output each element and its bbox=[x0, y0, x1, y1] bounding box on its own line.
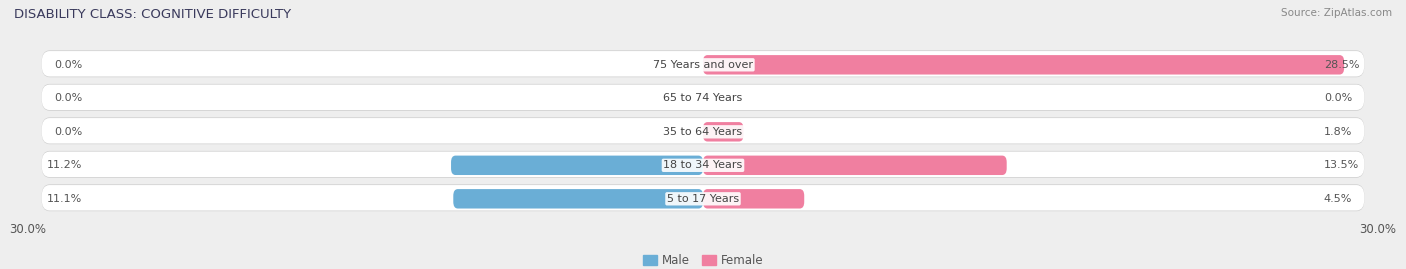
Text: 28.5%: 28.5% bbox=[1324, 60, 1360, 70]
FancyBboxPatch shape bbox=[42, 151, 1364, 177]
FancyBboxPatch shape bbox=[42, 84, 1364, 110]
FancyBboxPatch shape bbox=[703, 155, 1007, 175]
Text: 75 Years and over: 75 Years and over bbox=[652, 60, 754, 70]
FancyBboxPatch shape bbox=[42, 185, 1364, 211]
Text: 11.2%: 11.2% bbox=[46, 160, 82, 170]
Text: 0.0%: 0.0% bbox=[1324, 93, 1353, 103]
FancyBboxPatch shape bbox=[42, 84, 1364, 111]
Text: 1.8%: 1.8% bbox=[1324, 127, 1353, 137]
Text: 11.1%: 11.1% bbox=[46, 194, 82, 204]
Legend: Male, Female: Male, Female bbox=[638, 249, 768, 269]
FancyBboxPatch shape bbox=[42, 118, 1364, 144]
FancyBboxPatch shape bbox=[703, 122, 744, 141]
Text: 35 to 64 Years: 35 to 64 Years bbox=[664, 127, 742, 137]
FancyBboxPatch shape bbox=[703, 189, 804, 208]
FancyBboxPatch shape bbox=[703, 55, 1344, 75]
Text: 0.0%: 0.0% bbox=[53, 127, 82, 137]
Text: 5 to 17 Years: 5 to 17 Years bbox=[666, 194, 740, 204]
Text: 18 to 34 Years: 18 to 34 Years bbox=[664, 160, 742, 170]
FancyBboxPatch shape bbox=[453, 189, 703, 208]
FancyBboxPatch shape bbox=[42, 185, 1364, 211]
FancyBboxPatch shape bbox=[42, 50, 1364, 77]
FancyBboxPatch shape bbox=[42, 117, 1364, 144]
Text: 13.5%: 13.5% bbox=[1324, 160, 1360, 170]
FancyBboxPatch shape bbox=[42, 151, 1364, 178]
Text: 65 to 74 Years: 65 to 74 Years bbox=[664, 93, 742, 103]
Text: DISABILITY CLASS: COGNITIVE DIFFICULTY: DISABILITY CLASS: COGNITIVE DIFFICULTY bbox=[14, 8, 291, 21]
Text: 4.5%: 4.5% bbox=[1324, 194, 1353, 204]
Text: Source: ZipAtlas.com: Source: ZipAtlas.com bbox=[1281, 8, 1392, 18]
FancyBboxPatch shape bbox=[42, 51, 1364, 77]
Text: 0.0%: 0.0% bbox=[53, 60, 82, 70]
Text: 0.0%: 0.0% bbox=[53, 93, 82, 103]
FancyBboxPatch shape bbox=[451, 155, 703, 175]
